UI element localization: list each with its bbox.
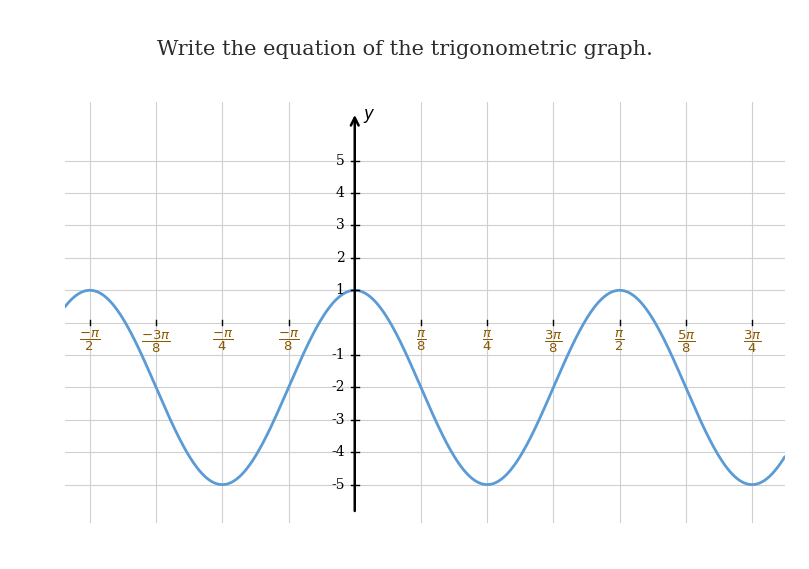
Text: Write the equation of the trigonometric graph.: Write the equation of the trigonometric … (157, 40, 652, 59)
Text: $\dfrac{-\pi}{2}$: $\dfrac{-\pi}{2}$ (79, 328, 100, 353)
Text: $\dfrac{-3\pi}{8}$: $\dfrac{-3\pi}{8}$ (142, 328, 171, 354)
Text: $\dfrac{5\pi}{8}$: $\dfrac{5\pi}{8}$ (676, 328, 695, 354)
Text: $\dfrac{-\pi}{8}$: $\dfrac{-\pi}{8}$ (278, 328, 299, 353)
Text: 5: 5 (336, 154, 345, 168)
Text: -3: -3 (331, 413, 345, 427)
Text: -1: -1 (331, 348, 345, 362)
Text: $\dfrac{3\pi}{8}$: $\dfrac{3\pi}{8}$ (544, 328, 563, 354)
Text: $\dfrac{\pi}{8}$: $\dfrac{\pi}{8}$ (416, 328, 426, 353)
Text: -5: -5 (331, 477, 345, 492)
Text: 3: 3 (336, 218, 345, 233)
Text: 2: 2 (336, 251, 345, 265)
Text: $\dfrac{3\pi}{4}$: $\dfrac{3\pi}{4}$ (743, 328, 761, 354)
Text: $\dfrac{\pi}{4}$: $\dfrac{\pi}{4}$ (482, 328, 493, 353)
Text: 1: 1 (336, 283, 345, 297)
Text: -4: -4 (331, 445, 345, 459)
Text: $y$: $y$ (363, 108, 375, 125)
Text: $\dfrac{\pi}{2}$: $\dfrac{\pi}{2}$ (614, 328, 625, 353)
Text: 4: 4 (336, 186, 345, 200)
Text: -2: -2 (331, 381, 345, 394)
Text: $\dfrac{-\pi}{4}$: $\dfrac{-\pi}{4}$ (212, 328, 233, 353)
